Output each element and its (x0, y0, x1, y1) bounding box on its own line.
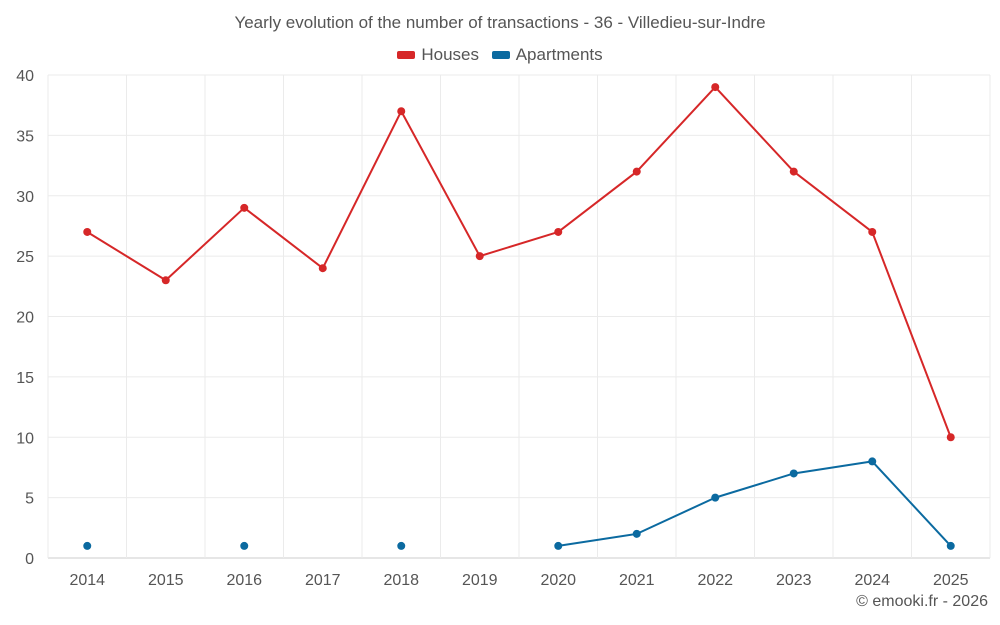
data-point-apartments (83, 541, 92, 550)
x-tick-label: 2017 (305, 572, 341, 589)
legend-item-houses[interactable]: Houses (397, 45, 479, 65)
data-point-houses (318, 264, 327, 273)
data-point-apartments (789, 469, 798, 478)
x-tick-label: 2020 (540, 572, 576, 589)
y-tick-label: 5 (25, 491, 34, 508)
y-tick-label: 25 (16, 249, 34, 266)
data-point-houses (868, 227, 877, 236)
series-line-houses (86, 86, 952, 438)
legend-label-houses: Houses (421, 45, 479, 64)
data-point-houses (632, 167, 641, 176)
x-tick-label: 2021 (619, 572, 655, 589)
chart-title: Yearly evolution of the number of transa… (234, 13, 766, 32)
data-point-houses (240, 203, 249, 212)
x-tick-label: 2022 (697, 572, 733, 589)
y-tick-label: 10 (16, 430, 34, 447)
data-point-apartments (946, 541, 955, 550)
data-point-apartments (711, 493, 720, 502)
y-tick-label: 0 (25, 551, 34, 568)
data-point-houses (789, 167, 798, 176)
legend-swatch-apartments (491, 51, 510, 59)
data-point-houses (397, 107, 406, 116)
x-tick-label: 2016 (226, 572, 262, 589)
y-tick-label: 40 (16, 68, 34, 85)
x-tick-label: 2019 (462, 572, 498, 589)
y-tick-label: 30 (16, 189, 34, 206)
data-point-houses (161, 276, 170, 285)
x-tick-label: 2014 (69, 572, 105, 589)
legend-label-apartments: Apartments (515, 45, 603, 64)
x-tick-label: 2025 (933, 572, 969, 589)
data-point-houses (946, 433, 955, 442)
data-point-houses (711, 83, 720, 92)
x-tick-label: 2023 (776, 572, 812, 589)
data-point-apartments (240, 541, 249, 550)
y-tick-label: 15 (16, 370, 34, 387)
credit-text: © emooki.fr - 2026 (856, 593, 988, 610)
y-tick-label: 35 (16, 128, 34, 145)
legend-item-apartments[interactable]: Apartments (491, 45, 603, 65)
data-point-apartments (868, 457, 877, 466)
y-tick-label: 20 (16, 310, 34, 327)
x-tick-label: 2024 (854, 572, 890, 589)
data-point-houses (554, 227, 563, 236)
legend: Houses Apartments (0, 44, 1000, 65)
data-point-apartments (554, 541, 563, 550)
x-tick-label: 2015 (148, 572, 184, 589)
data-point-apartments (632, 529, 641, 538)
series-line-apartments (558, 460, 952, 547)
data-point-houses (475, 252, 484, 261)
x-tick-label: 2018 (383, 572, 419, 589)
data-point-houses (83, 227, 92, 236)
data-point-apartments (397, 541, 406, 550)
legend-swatch-houses (397, 51, 416, 59)
